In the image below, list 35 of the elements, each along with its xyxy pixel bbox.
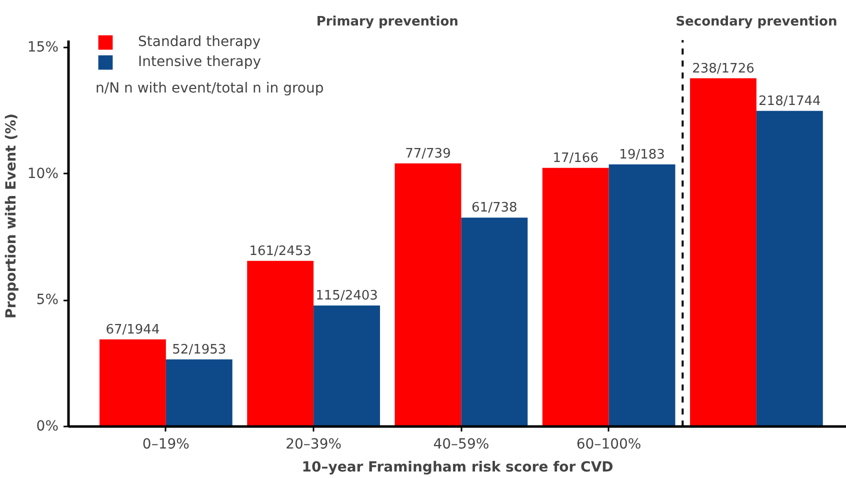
x-tick-label: 40–59% — [433, 436, 490, 452]
y-tick-label: 15% — [27, 40, 59, 56]
x-tick-label: 60–100% — [576, 436, 642, 452]
bar — [166, 359, 232, 426]
bar — [608, 164, 676, 426]
y-tick-label: 5% — [36, 292, 59, 308]
bar — [394, 163, 462, 426]
data-label: 161/2453 — [249, 244, 312, 259]
data-label: 77/739 — [405, 146, 451, 162]
y-tick-label: 10% — [27, 166, 59, 182]
bar — [461, 218, 528, 426]
legend-label: Intensive therapy — [138, 54, 261, 70]
text: Primary prevention — [316, 14, 458, 30]
data-label: 218/1744 — [758, 94, 821, 109]
x-axis-title: 10–year Framingham risk score for CVD — [302, 460, 614, 476]
bar — [690, 78, 756, 426]
data-label: 17/166 — [552, 150, 598, 166]
y-axis-title: Proportion with Event (%) — [3, 113, 20, 319]
y-tick-label: 0% — [36, 418, 59, 434]
x-tick-label: 0–19% — [142, 436, 190, 452]
data-label: 115/2403 — [316, 288, 378, 304]
legend-label: Standard therapy — [138, 34, 261, 50]
annotation: n/N n with event/total n in group — [96, 80, 324, 96]
data-label: 19/183 — [619, 147, 665, 162]
text: Secondary prevention — [676, 14, 838, 30]
bar — [314, 306, 380, 426]
data-label: 67/1944 — [106, 322, 160, 338]
data-label: 52/1953 — [172, 342, 226, 358]
x-tick-label: 20–39% — [286, 436, 342, 452]
data-label: 61/738 — [472, 200, 518, 216]
bar — [247, 260, 314, 426]
bar — [756, 110, 823, 426]
bar — [100, 339, 166, 426]
data-label: 238/1726 — [692, 61, 754, 76]
bar — [542, 168, 609, 426]
